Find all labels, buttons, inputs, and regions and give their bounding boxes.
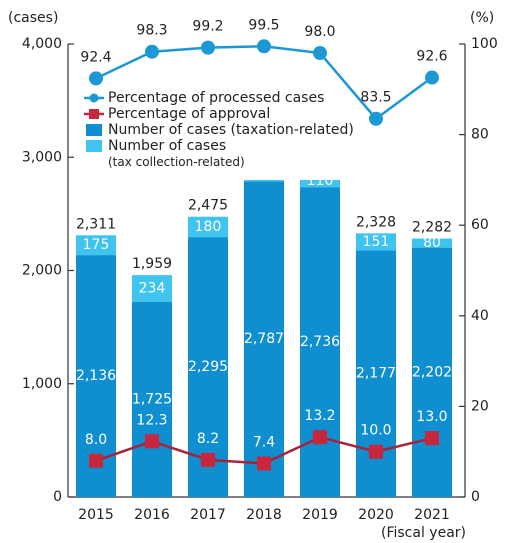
bar-segment bbox=[188, 216, 228, 238]
point bbox=[201, 40, 215, 55]
bar-value-label: 2,177 bbox=[356, 366, 396, 382]
legend-swatch bbox=[86, 124, 102, 136]
legend-swatch bbox=[86, 140, 102, 152]
legend-label-line: Number of cases bbox=[108, 138, 226, 154]
bar-segment bbox=[300, 187, 340, 497]
point bbox=[425, 70, 439, 85]
bar-value-label: 175 bbox=[83, 237, 110, 253]
total-label: 2,475 bbox=[188, 198, 228, 214]
bar-value-label: 1,725 bbox=[132, 391, 172, 407]
point-label: 8.2 bbox=[197, 431, 219, 447]
point-label: 99.5 bbox=[248, 17, 279, 33]
total-label: 2,311 bbox=[76, 216, 116, 232]
y-tick-label: 4,000 bbox=[22, 36, 62, 52]
point bbox=[425, 431, 439, 446]
bar-value-label: 2,136 bbox=[76, 368, 116, 384]
bar-value-label: 80 bbox=[423, 235, 441, 251]
y-tick-label: 1,000 bbox=[22, 376, 62, 392]
bar-segment bbox=[412, 247, 452, 497]
bar-segment bbox=[76, 235, 116, 256]
legend-label: Number of cases (tax collection-related) bbox=[108, 138, 245, 169]
point-label: 99.2 bbox=[192, 19, 223, 35]
point-label: 98.0 bbox=[304, 24, 335, 40]
legend: Percentage of processed casesPercentage … bbox=[80, 88, 354, 180]
point bbox=[89, 453, 103, 468]
point bbox=[369, 111, 383, 126]
x-axis-label: (Fiscal year) bbox=[381, 525, 466, 541]
total-label: 1,959 bbox=[132, 256, 172, 272]
bar-value-label: 234 bbox=[139, 280, 166, 296]
point-label: 98.3 bbox=[136, 23, 167, 39]
bar-value-label: 151 bbox=[363, 234, 390, 250]
y2-tick-label: 20 bbox=[471, 398, 489, 414]
y-tick-label: 3,000 bbox=[22, 149, 62, 165]
legend-label: Number of cases (taxation-related) bbox=[108, 122, 354, 138]
bar-segment bbox=[356, 233, 396, 251]
x-tick-label: 2020 bbox=[358, 507, 394, 523]
y2-tick-label: 40 bbox=[471, 308, 489, 324]
point bbox=[257, 456, 271, 471]
bar-value-label: 2,787 bbox=[244, 331, 284, 347]
point-label: 13.0 bbox=[416, 409, 447, 425]
point-label: 7.4 bbox=[253, 434, 275, 450]
x-tick-label: 2015 bbox=[78, 507, 114, 523]
total-label: 2,282 bbox=[412, 220, 452, 236]
point-label: 12.3 bbox=[136, 412, 167, 428]
y-axis-label: (cases) bbox=[8, 10, 58, 26]
point bbox=[313, 430, 327, 445]
bar-value-label: 2,736 bbox=[300, 334, 340, 350]
bar-value-label: 2,202 bbox=[412, 364, 452, 380]
point-label: 8.0 bbox=[85, 432, 107, 448]
legend-label-line: (tax collection-related) bbox=[108, 155, 245, 169]
total-label: 2,328 bbox=[356, 214, 396, 230]
x-tick-label: 2019 bbox=[302, 507, 338, 523]
point-label: 83.5 bbox=[360, 90, 391, 106]
x-tick-label: 2018 bbox=[246, 507, 282, 523]
bar-segment bbox=[132, 275, 172, 302]
y2-tick-label: 100 bbox=[471, 36, 498, 52]
x-tick-label: 2021 bbox=[414, 507, 450, 523]
x-tick-label: 2016 bbox=[134, 507, 170, 523]
point-label: 10.0 bbox=[360, 423, 391, 439]
y-tick-label: 0 bbox=[53, 489, 62, 505]
point bbox=[89, 71, 103, 86]
legend-marker bbox=[89, 109, 99, 119]
bar-segment bbox=[244, 181, 284, 497]
bar-segment bbox=[412, 238, 452, 248]
legend-label: Percentage of processed cases bbox=[108, 90, 324, 106]
y2-axis-label: (%) bbox=[470, 10, 494, 26]
legend-marker bbox=[89, 93, 99, 103]
point bbox=[201, 452, 215, 467]
legend-label: Percentage of approval bbox=[108, 106, 270, 122]
y2-tick-label: 80 bbox=[471, 127, 489, 143]
y2-tick-label: 60 bbox=[471, 217, 489, 233]
bar-value-label: 180 bbox=[195, 219, 222, 235]
legend-box bbox=[80, 88, 350, 180]
point bbox=[313, 46, 327, 61]
point-label: 92.4 bbox=[80, 49, 111, 65]
point-label: 92.6 bbox=[416, 49, 447, 65]
bar-segment bbox=[132, 301, 172, 497]
y2-tick-label: 0 bbox=[471, 489, 480, 505]
y-tick-label: 2,000 bbox=[22, 263, 62, 279]
point bbox=[145, 44, 159, 59]
point-label: 13.2 bbox=[304, 408, 335, 424]
x-tick-label: 2017 bbox=[190, 507, 226, 523]
bar-value-label: 2,295 bbox=[188, 359, 228, 375]
point bbox=[369, 444, 383, 459]
point bbox=[145, 434, 159, 449]
point bbox=[257, 39, 271, 54]
